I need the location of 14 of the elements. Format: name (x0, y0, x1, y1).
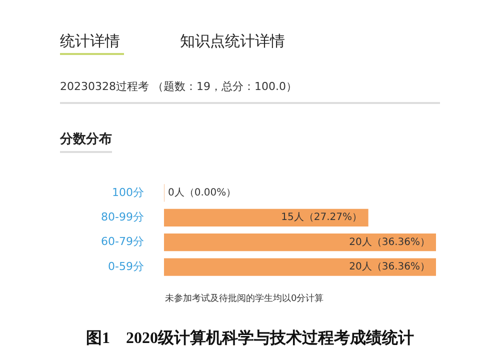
data-label: 0人（0.00%） (168, 188, 236, 199)
y-tick-label: 0-59分 (108, 260, 144, 273)
y-tick-label: 100分 (112, 186, 144, 199)
data-label: 20人（36.36%） (349, 236, 430, 248)
data-label: 20人（36.36%） (349, 262, 430, 273)
text: 知识点统计详情 (180, 32, 285, 51)
text: 未参加考试及待批阅的学生均以0分计算 (165, 292, 324, 305)
data-label: 15人（27.27%） (281, 212, 362, 224)
caption: 图1 2020级计算机科学与技术过程考成绩统计 (85, 328, 415, 349)
y-tick-label: 60-79分 (101, 235, 144, 248)
chart-title: 分数分布 (60, 131, 112, 148)
text: 统计详情 (60, 32, 120, 51)
y-tick-label: 80-99分 (101, 210, 144, 224)
chart-subtitle: 20230328过程考 （题数：19，总分：100.0） (60, 79, 297, 94)
